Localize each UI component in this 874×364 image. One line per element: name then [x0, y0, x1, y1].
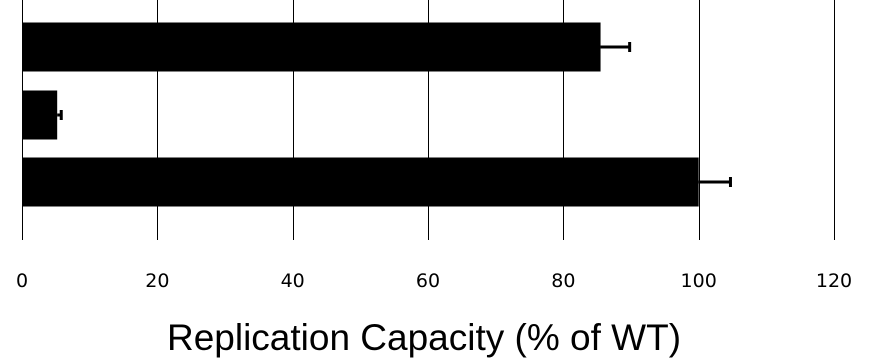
bar [22, 22, 601, 72]
x-tick-label: 0 [16, 270, 28, 292]
x-tick-labels: 0 20 40 60 80 100 120 [16, 270, 852, 292]
bar [22, 157, 699, 207]
error-bars [57, 42, 732, 187]
x-tick-label: 80 [551, 270, 575, 292]
x-axis-title: Replication Capacity (% of WT) [167, 317, 681, 358]
x-tick-label: 20 [145, 270, 169, 292]
x-tick-label: 100 [681, 270, 717, 292]
x-tick-label: 40 [281, 270, 305, 292]
bar [22, 90, 58, 140]
x-tick-label: 120 [816, 270, 852, 292]
x-tick-label: 60 [416, 270, 440, 292]
bars [22, 22, 699, 207]
